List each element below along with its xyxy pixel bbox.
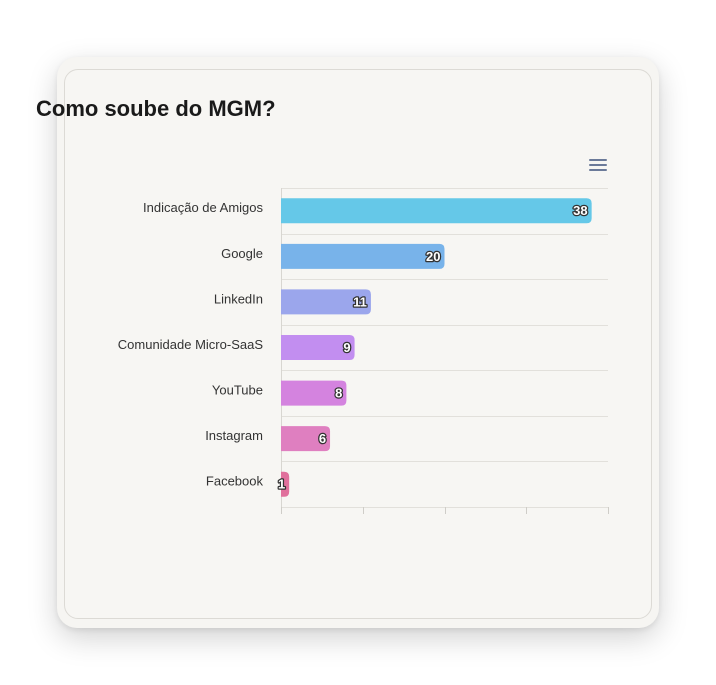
category-label: Comunidade Micro-SaaS — [118, 337, 264, 352]
data-label: 6 — [319, 431, 326, 446]
bar — [281, 426, 331, 452]
data-label: 9 — [343, 340, 350, 355]
bar — [281, 335, 355, 360]
category-label: Facebook — [206, 474, 264, 489]
category-label: Indicação de Amigos — [143, 200, 263, 215]
chart-card — [57, 57, 659, 628]
bar — [281, 380, 347, 406]
data-label: 8 — [335, 386, 342, 401]
data-label: 1 — [278, 477, 285, 492]
data-label: 11 — [353, 294, 367, 309]
category-label: Google — [221, 246, 263, 261]
data-label: 38 — [573, 203, 587, 218]
bar — [281, 471, 290, 497]
category-label: LinkedIn — [214, 291, 263, 306]
category-label: YouTube — [212, 383, 263, 398]
bar — [281, 198, 592, 224]
category-label: Instagram — [205, 428, 263, 443]
chart-card-border — [64, 69, 652, 619]
bar — [281, 243, 445, 269]
hamburger-menu-icon[interactable] — [587, 156, 609, 174]
bar — [281, 289, 371, 315]
chart-title: Como soube do MGM? — [36, 96, 276, 121]
data-label: 20 — [426, 249, 440, 264]
